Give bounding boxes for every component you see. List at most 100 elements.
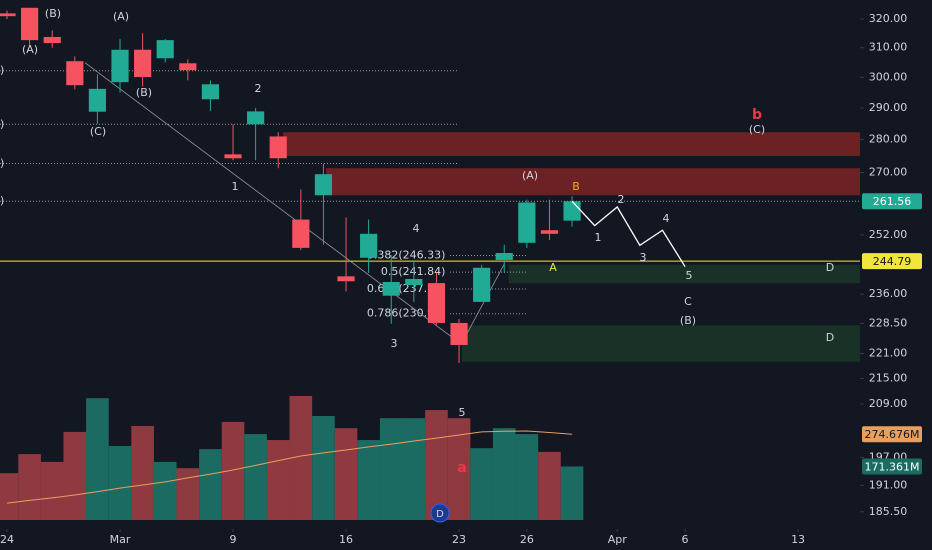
x-tick-label: 9 bbox=[230, 533, 237, 546]
volume-bar bbox=[40, 461, 64, 520]
level-label: ) bbox=[0, 117, 4, 130]
volume-bar bbox=[357, 440, 380, 520]
wave-label: 2 bbox=[255, 82, 262, 95]
y-tick-label: 236.00 bbox=[869, 287, 908, 300]
candle-body bbox=[450, 322, 468, 345]
candle-body bbox=[134, 49, 152, 78]
wave-label: D bbox=[826, 261, 834, 274]
volume-bar bbox=[334, 428, 358, 520]
volume-bar bbox=[402, 418, 426, 520]
y-tick-label: 270.00 bbox=[869, 166, 908, 179]
y-tick-label: 221.00 bbox=[869, 347, 908, 360]
wave-label: a bbox=[457, 460, 466, 476]
y-tick-label: 215.00 bbox=[869, 371, 908, 384]
y-tick-label: 300.00 bbox=[869, 70, 908, 83]
zone bbox=[508, 264, 860, 284]
candle-body bbox=[427, 283, 446, 323]
x-tick-label: 23 bbox=[452, 533, 466, 546]
volume-bar bbox=[560, 466, 584, 520]
wave-label: 4 bbox=[663, 212, 670, 225]
wave-label: 4 bbox=[413, 222, 420, 235]
candle-body bbox=[518, 202, 536, 243]
x-tick-label: 24 bbox=[0, 533, 14, 546]
wave-label: 5 bbox=[459, 406, 466, 419]
volume-bar bbox=[289, 396, 313, 520]
wave-label: 1 bbox=[232, 180, 239, 193]
last-price-label-bg bbox=[862, 193, 922, 210]
volume-bar bbox=[86, 398, 109, 520]
candle-body bbox=[473, 267, 491, 302]
y-tick-label: 191.00 bbox=[869, 478, 908, 491]
volume-bar bbox=[18, 454, 41, 520]
fib-label: 0.382(246.33) bbox=[367, 248, 446, 261]
event-label: D bbox=[436, 509, 444, 520]
candle-body bbox=[201, 84, 220, 100]
wave-label: (A) bbox=[22, 43, 38, 56]
y-tick-label: 185.50 bbox=[869, 505, 908, 518]
candle-body bbox=[224, 154, 242, 159]
volume-bar bbox=[515, 434, 539, 520]
candle-body bbox=[337, 276, 355, 282]
volume-bar bbox=[470, 448, 493, 520]
volume-bar bbox=[244, 434, 267, 520]
candle-body bbox=[563, 201, 581, 221]
volume-bar bbox=[312, 415, 335, 520]
last-price-label: 261.56 bbox=[873, 195, 912, 208]
wave-label: (B) bbox=[45, 7, 61, 20]
volume-bar bbox=[176, 468, 200, 520]
candle-body bbox=[247, 111, 265, 125]
volume-bar bbox=[425, 410, 448, 520]
x-tick-label: 16 bbox=[339, 533, 353, 546]
volume-label-bg bbox=[862, 458, 922, 475]
candle-body bbox=[66, 61, 84, 86]
wave-label: (A) bbox=[522, 169, 538, 182]
y-tick-label: 209.00 bbox=[869, 397, 908, 410]
volume-label: 171.361M bbox=[865, 460, 920, 473]
ma-label: 274.676M bbox=[865, 428, 920, 441]
x-tick-label: 13 bbox=[791, 533, 805, 546]
level-label: ) bbox=[0, 194, 4, 207]
zone bbox=[326, 168, 861, 196]
candle-body bbox=[405, 278, 423, 286]
wave-label: B bbox=[572, 180, 580, 193]
trendline bbox=[460, 263, 505, 345]
candle-body bbox=[179, 63, 197, 71]
volume-bar bbox=[447, 418, 471, 520]
y-tick-label: 228.50 bbox=[869, 316, 908, 329]
candle-body bbox=[495, 252, 513, 260]
y-tick-label: 320.00 bbox=[869, 12, 908, 25]
volume-ma bbox=[6, 430, 573, 504]
hline-label-bg bbox=[862, 253, 922, 270]
wave-label: C bbox=[684, 295, 692, 308]
level-label: ) bbox=[0, 64, 4, 77]
wave-label: (C) bbox=[749, 123, 765, 136]
event-marker bbox=[430, 503, 450, 523]
volume-bar bbox=[0, 473, 19, 520]
fib-label: 0.786(230.95) bbox=[367, 307, 446, 320]
candle-body bbox=[292, 219, 310, 248]
x-tick-label: Mar bbox=[110, 533, 131, 546]
wave-label: D bbox=[826, 331, 834, 344]
volume-bar bbox=[153, 461, 177, 520]
volume-bar bbox=[492, 428, 516, 520]
wave-label: 1 bbox=[595, 231, 602, 244]
zone bbox=[461, 325, 860, 362]
volume-bar bbox=[63, 431, 87, 520]
volume-bar bbox=[379, 418, 403, 520]
wave-label: 3 bbox=[640, 251, 647, 264]
volume-bar bbox=[108, 445, 132, 520]
y-tick-label: 290.00 bbox=[869, 101, 908, 114]
y-tick-label: 252.00 bbox=[869, 228, 908, 241]
volume-bar bbox=[538, 451, 561, 520]
zone bbox=[282, 132, 860, 156]
y-tick-label: 310.00 bbox=[869, 41, 908, 54]
wave-label: 2 bbox=[618, 193, 625, 206]
candle-body bbox=[314, 174, 333, 196]
candle-body bbox=[360, 233, 378, 258]
wave-label: 3 bbox=[391, 337, 398, 350]
x-tick-label: 6 bbox=[682, 533, 689, 546]
candle-body bbox=[0, 13, 16, 17]
x-tick-label: 26 bbox=[520, 533, 534, 546]
axis-bg bbox=[860, 0, 932, 550]
